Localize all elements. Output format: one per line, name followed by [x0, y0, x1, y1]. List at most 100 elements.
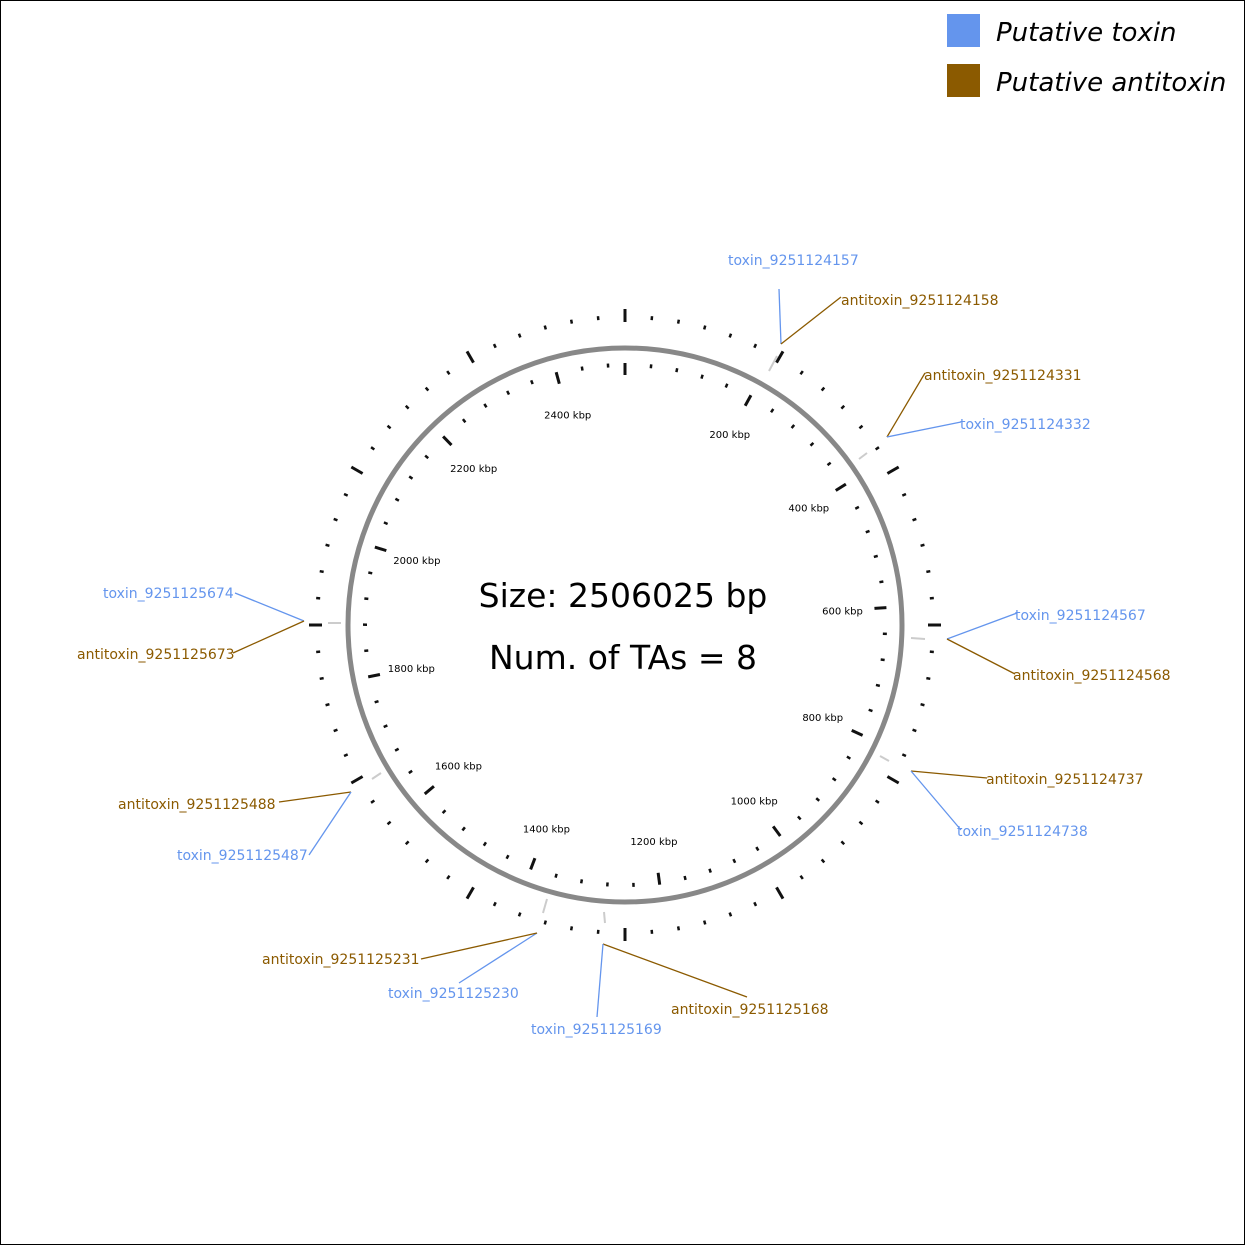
inner-tick — [425, 786, 434, 794]
outer-tick — [545, 326, 546, 330]
inner-tick — [833, 778, 836, 780]
feature-marker — [604, 912, 605, 923]
outer-tick — [344, 494, 348, 496]
feature-leader-line — [233, 621, 304, 653]
outer-tick — [406, 406, 409, 409]
outer-tick — [519, 913, 520, 917]
outer-tick — [426, 388, 429, 391]
outer-tick — [426, 859, 429, 862]
inner-tick — [816, 798, 819, 801]
inner-tick — [676, 368, 677, 372]
feature-leader-line — [279, 792, 351, 802]
outer-tick — [571, 926, 572, 930]
ta-count-text: Num. of TAs = 8 — [489, 638, 757, 677]
outer-tick — [388, 426, 391, 429]
outer-tick — [859, 822, 862, 825]
feature-leader-line — [911, 771, 961, 830]
outer-tick — [571, 320, 572, 324]
outer-tick — [447, 876, 449, 879]
outer-tick — [841, 406, 844, 409]
outer-tick — [887, 467, 898, 474]
feature-label-antitoxin: antitoxin_9251125231 — [262, 952, 420, 968]
feature-label-toxin: toxin_9251124332 — [960, 417, 1091, 433]
outer-tick — [467, 351, 474, 362]
outer-tick — [926, 678, 930, 679]
outer-tick — [926, 571, 930, 572]
inner-tick — [443, 810, 446, 813]
inner-tick — [869, 710, 873, 711]
feature-marker — [769, 356, 777, 371]
inner-tick — [726, 384, 728, 388]
inner-tick — [876, 685, 880, 686]
inner-tick — [462, 827, 464, 830]
legend-label-antitoxin: Putative antitoxin — [996, 68, 1226, 98]
outer-tick — [754, 344, 756, 348]
outer-tick — [754, 902, 756, 906]
outer-tick — [921, 545, 925, 546]
inner-tick — [798, 816, 801, 819]
feature-leader-line — [459, 933, 537, 983]
tick-label: 2400 kbp — [544, 411, 591, 422]
tick-label: 2000 kbp — [393, 556, 440, 567]
feature-leader-line — [887, 373, 925, 437]
inner-tick — [733, 859, 735, 863]
feature-leader-line — [235, 593, 304, 621]
legend: Putative toxin Putative antitoxin — [947, 14, 1226, 98]
inner-tick — [874, 556, 878, 557]
outer-tick — [801, 371, 803, 374]
feature-label-antitoxin: antitoxin_9251124568 — [1013, 668, 1171, 684]
inner-tick — [531, 858, 535, 869]
inner-tick — [463, 419, 465, 422]
inner-tick — [855, 507, 859, 509]
feature-leader-line — [603, 944, 747, 997]
feature-leader-line — [781, 297, 841, 344]
feature-label-antitoxin: antitoxin_9251125168 — [671, 1002, 829, 1018]
feature-label-toxin: toxin_9251124157 — [728, 253, 859, 269]
inner-tick — [866, 531, 870, 532]
inner-tick — [507, 391, 509, 395]
outer-tick — [887, 777, 898, 784]
feature-label-toxin: toxin_9251125487 — [177, 848, 308, 864]
genome-size-text: Size: 2506025 bp — [479, 576, 768, 615]
inner-tick — [701, 375, 702, 379]
outer-tick — [334, 730, 338, 731]
tick-label: 800 kbp — [802, 713, 843, 724]
feature-label-toxin: toxin_9251124567 — [1015, 608, 1146, 624]
outer-tick — [344, 754, 348, 756]
tick-label: 1800 kbp — [388, 664, 435, 675]
outer-tick — [822, 388, 825, 391]
outer-tick — [678, 320, 679, 324]
feature-leader-line — [779, 289, 781, 344]
outer-tick — [777, 887, 784, 898]
feature-leader-line — [309, 792, 351, 855]
outer-tick — [371, 801, 374, 803]
feature-label-toxin: toxin_9251125674 — [103, 586, 234, 602]
inner-tick — [368, 572, 372, 573]
legend-swatch-antitoxin — [947, 64, 980, 97]
feature-label-antitoxin: antitoxin_9251124331 — [924, 368, 1082, 384]
feature-marker — [543, 899, 547, 913]
outer-tick — [371, 447, 374, 449]
inner-tick — [874, 608, 886, 609]
inner-tick — [756, 847, 758, 850]
feature-label-toxin: toxin_9251125169 — [531, 1022, 662, 1038]
tick-label: 1000 kbp — [731, 797, 778, 808]
outer-tick — [545, 921, 546, 925]
outer-tick — [913, 519, 917, 520]
inner-tick — [556, 874, 557, 878]
feature-label-toxin: toxin_9251125230 — [388, 986, 519, 1002]
outer-tick — [351, 777, 362, 784]
outer-tick — [730, 334, 731, 338]
outer-tick — [902, 754, 906, 756]
feature-leader-line — [887, 422, 961, 437]
inner-tick — [556, 372, 559, 384]
outer-tick — [351, 467, 362, 474]
inner-tick — [658, 873, 660, 885]
outer-tick — [320, 678, 324, 679]
tick-label: 600 kbp — [822, 607, 863, 618]
outer-tick — [467, 887, 474, 898]
outer-tick — [704, 326, 705, 330]
feature-label-antitoxin: antitoxin_9251125488 — [118, 797, 276, 813]
outer-tick — [494, 902, 496, 906]
